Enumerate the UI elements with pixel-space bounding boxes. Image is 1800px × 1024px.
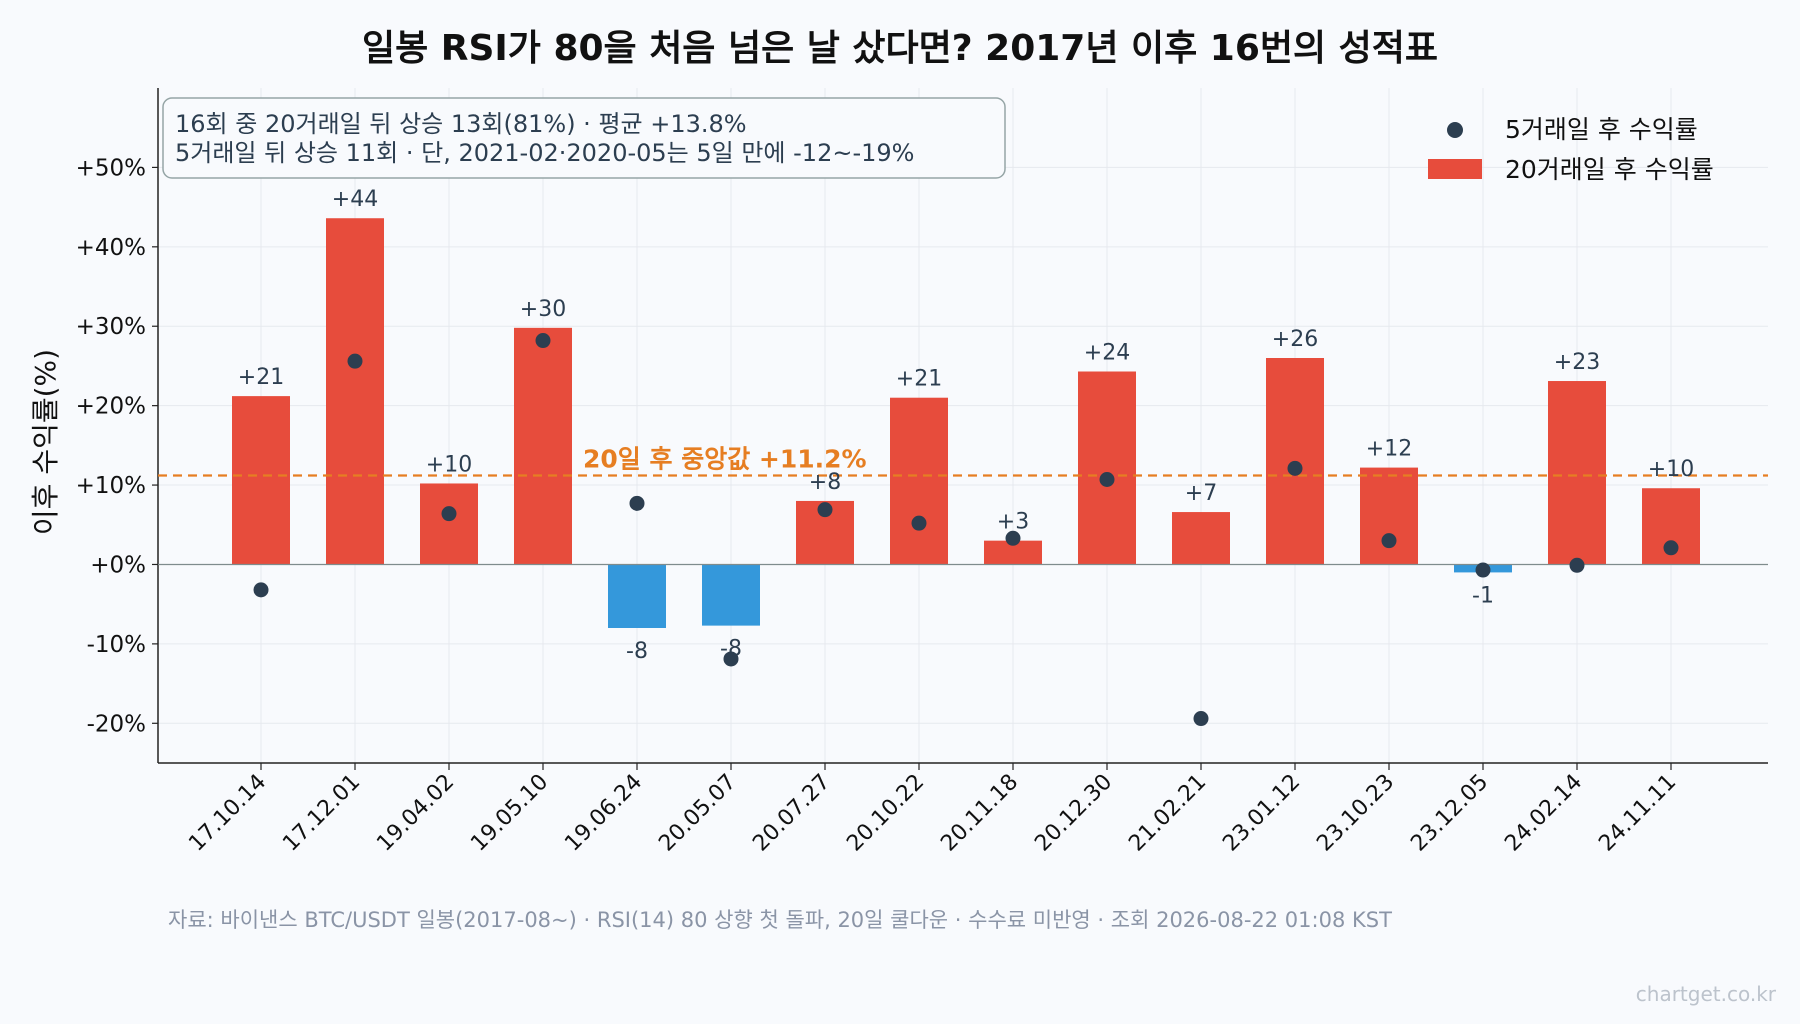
x-tick-label: 20.07.27	[748, 770, 835, 857]
bar-value-label: +3	[997, 510, 1029, 535]
bar	[702, 564, 760, 626]
dot-point	[347, 353, 363, 369]
x-tick-label: 24.02.14	[1500, 770, 1587, 857]
y-tick-label: -20%	[87, 711, 146, 737]
chart-title: 일봉 RSI가 80을 처음 넘은 날 샀다면? 2017년 이후 16번의 성…	[362, 28, 1438, 69]
dot-point	[1475, 562, 1491, 578]
dot-point	[253, 582, 269, 598]
bar-value-label: +21	[238, 365, 284, 390]
bar	[1360, 467, 1418, 565]
dot-point	[1569, 557, 1585, 573]
bar	[608, 564, 666, 628]
bar-value-label: +21	[896, 367, 942, 392]
x-tick-label: 23.10.23	[1312, 770, 1399, 857]
bar-value-label: +44	[332, 187, 378, 212]
median-label: 20일 후 중앙값 +11.2%	[583, 445, 867, 474]
dot-point	[1663, 540, 1679, 556]
bar	[984, 540, 1042, 565]
dots-layer	[253, 333, 1679, 727]
dot-point	[817, 502, 833, 518]
dot-point	[1099, 472, 1115, 487]
x-tick-label: 23.12.05	[1406, 770, 1493, 857]
dot-point	[1193, 711, 1209, 727]
y-tick-label: +20%	[76, 394, 146, 420]
bar-value-label: +26	[1272, 327, 1318, 352]
bar	[890, 397, 948, 565]
bar-value-label: +30	[520, 297, 566, 322]
legend-bar-swatch	[1428, 159, 1482, 179]
labels-layer: +21 +44 +10 +30 -8 -8 +8 +21 +3 +24 +7 +26 +12 -1 +23 +…	[238, 187, 1694, 664]
annotation-line-1: 16회 중 20거래일 뒤 상승 13회(81%) · 평균 +13.8%	[175, 110, 747, 138]
y-tick-label: +10%	[76, 473, 146, 499]
bar	[1548, 381, 1606, 565]
x-tick-label: 17.10.14	[184, 770, 271, 857]
annotation-line-2: 5거래일 뒤 상승 11회 · 단, 2021-02·2020-05는 5일 만…	[175, 139, 914, 167]
x-tick-label: 23.01.12	[1218, 770, 1305, 857]
watermark: chartget.co.kr	[1636, 982, 1777, 1006]
x-tick-label: 19.04.02	[372, 770, 459, 857]
annotation-box: 16회 중 20거래일 뒤 상승 13회(81%) · 평균 +13.8% 5거…	[162, 97, 1006, 179]
dot-point	[441, 506, 457, 522]
dot-point	[1005, 530, 1021, 546]
y-tick-label: +0%	[90, 552, 146, 578]
y-axis-label: 이후 수익률(%)	[29, 349, 62, 535]
bar	[232, 396, 290, 565]
bar-value-label: +10	[426, 452, 472, 477]
dot-point	[1381, 533, 1397, 549]
legend-bar-label: 20거래일 후 수익률	[1505, 155, 1714, 184]
y-tick-label: +30%	[76, 314, 146, 340]
bar-value-label: -1	[1472, 583, 1494, 608]
bar-value-label: +24	[1084, 341, 1130, 366]
grid-layer	[158, 88, 1768, 763]
bar-value-label: -8	[626, 639, 648, 664]
y-tick-label: +50%	[76, 155, 146, 181]
median-layer: 20일 후 중앙값 +11.2%	[158, 445, 1768, 477]
y-tick-label: +40%	[76, 235, 146, 261]
x-tick-label: 20.11.18	[936, 770, 1023, 857]
x-tick-label: 19.05.10	[466, 770, 553, 857]
dot-point	[723, 651, 739, 667]
dot-point	[911, 515, 927, 531]
x-tick-label: 20.10.22	[842, 770, 929, 857]
bar	[1172, 512, 1230, 565]
y-tick-label: -10%	[87, 632, 146, 658]
dot-point	[629, 495, 645, 511]
dot-point	[535, 333, 551, 349]
x-tick-label: 17.12.01	[278, 770, 365, 857]
bar	[514, 327, 572, 565]
legend: 5거래일 후 수익률 20거래일 후 수익률	[1428, 115, 1714, 184]
source-note: 자료: 바이낸스 BTC/USDT 일봉(2017-08~) · RSI(14)…	[168, 908, 1392, 932]
bar-value-label: +10	[1648, 457, 1694, 482]
bar-value-label: +7	[1185, 481, 1217, 506]
bar	[1078, 371, 1136, 565]
bar-value-label: +23	[1554, 350, 1600, 375]
legend-dot-label: 5거래일 후 수익률	[1505, 115, 1698, 144]
bar-value-label: +12	[1366, 437, 1412, 462]
dot-point	[1287, 460, 1303, 476]
bar-value-label: -8	[720, 637, 742, 662]
x-tick-label: 20.05.07	[654, 770, 741, 857]
bars-layer	[158, 218, 1768, 628]
bar-value-label: +8	[809, 470, 841, 495]
bar	[326, 218, 384, 565]
x-tick-label: 21.02.21	[1124, 770, 1211, 857]
legend-dot-swatch	[1447, 122, 1463, 138]
x-tick-label: 24.11.11	[1594, 770, 1681, 857]
x-tick-label: 20.12.30	[1030, 770, 1117, 857]
x-tick-label: 19.06.24	[560, 770, 647, 857]
bar	[420, 483, 478, 565]
